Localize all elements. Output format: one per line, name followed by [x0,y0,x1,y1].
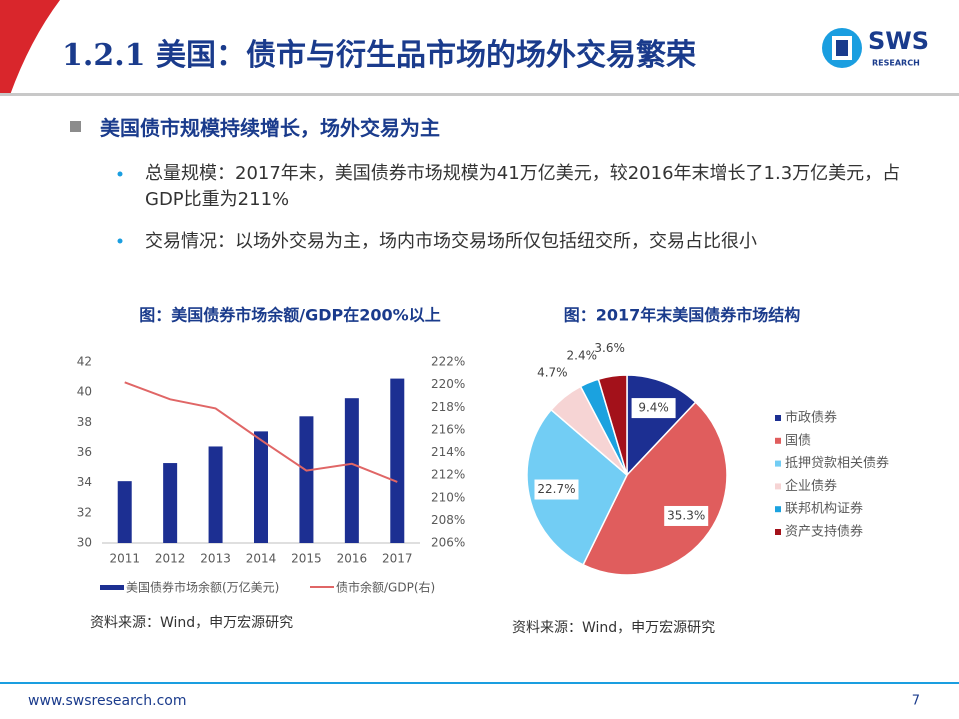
data-label-box [631,398,676,419]
data-label: 4.7% [537,366,568,380]
data-label-box [664,505,709,526]
x-tick-label: 2015 [291,552,322,566]
y-tick-label: 34 [77,475,92,489]
bar [163,463,178,543]
legend-label: 联邦机构证券 [785,501,863,517]
legend-label: 国债 [785,433,811,448]
bar [208,446,223,543]
main-bullet: 美国债市规模持续增长，场外交易为主 [100,116,440,140]
bullet-square [70,121,81,132]
logo-subtext: RESEARCH [872,59,920,68]
data-label: 22.7% [537,482,575,496]
y2-tick-label: 214% [431,445,465,459]
header-rule [0,93,959,96]
legend-label: 债市余额/GDP(右) [336,580,435,595]
y2-tick-label: 216% [431,422,465,436]
legend-swatch [775,460,781,467]
y-tick-label: 36 [77,445,92,459]
bar [254,431,268,543]
x-tick-label: 2013 [200,552,231,566]
data-label: 2.4% [567,348,598,362]
logo-text: SWS [868,27,929,55]
source-note: 资料来源：Wind，申万宏源研究 [512,620,715,636]
bar [299,416,314,543]
y-tick-label: 32 [77,505,92,519]
y-tick-label: 30 [77,536,92,550]
bullet-dot [117,171,123,177]
sub-bullet: 交易情况：以场外交易为主，场内市场交易场所仅包括纽交所，交易占比很小 [145,231,757,252]
x-tick-label: 2012 [155,552,186,566]
chart-title: 图：美国债券市场余额/GDP在200%以上 [139,306,440,325]
x-tick-label: 2011 [109,552,140,566]
data-label: 3.6% [594,341,625,355]
y-tick-label: 42 [77,355,92,369]
bullet-dot [117,238,123,244]
sub-bullet: 总量规模：2017年末，美国债券市场规模为41万亿美元，较2016年末增长了1.… [145,163,901,210]
legend-label: 抵押贷款相关债券 [785,455,889,471]
y2-tick-label: 212% [431,468,465,482]
header-accent [0,0,60,95]
line [124,381,398,483]
legend-label: 企业债券 [785,478,837,494]
data-label: 35.3% [667,508,705,522]
y2-tick-label: 210% [431,490,465,504]
x-tick-label: 2017 [382,552,413,566]
x-tick-label: 2014 [246,552,277,566]
y-tick-label: 38 [77,415,92,429]
chart-title: 图：2017年末美国债券市场结构 [564,306,801,325]
pie-slice [597,374,628,476]
y-tick-label: 40 [77,385,92,399]
legend-swatch [775,415,781,421]
x-tick-label: 2016 [337,552,368,566]
bar [390,378,405,543]
page-number: 7 [912,694,920,709]
y2-tick-label: 220% [431,377,465,391]
data-label: 9.4% [638,401,669,415]
footer-rule [0,682,959,684]
y2-tick-label: 208% [431,513,465,527]
data-label-box [534,479,579,500]
legend-label: 市政债券 [785,410,837,426]
footer-url: www.swsresearch.com [28,693,186,709]
y2-tick-label: 206% [431,536,465,550]
y2-tick-label: 222% [431,355,465,369]
slide-title: 1.2.1 美国：债市与衍生品市场的场外交易繁荣 [62,38,696,73]
legend-swatch [775,529,781,535]
legend-label: 资产支持债券 [785,524,863,540]
legend-swatch [775,506,781,513]
legend-swatch [100,585,124,590]
logo-icon-core [836,40,848,56]
source-note: 资料来源：Wind，申万宏源研究 [90,615,293,631]
bar [117,481,132,543]
legend-swatch [775,437,781,444]
legend-label: 美国债券市场余额(万亿美元) [126,580,279,595]
pie-slice [582,401,728,576]
legend-swatch [775,483,781,490]
bar [344,398,359,543]
y2-tick-label: 218% [431,400,465,414]
